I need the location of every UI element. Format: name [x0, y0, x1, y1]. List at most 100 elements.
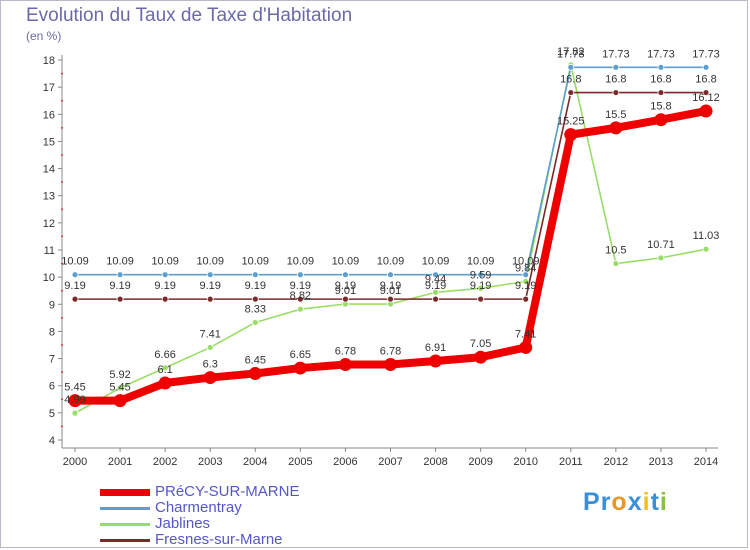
data-label: 6.78 [380, 346, 401, 358]
x-tick-label: 2003 [198, 456, 222, 468]
data-point [612, 63, 620, 71]
data-point [432, 271, 439, 279]
chart-title: Evolution du Taux de Taxe d'Habitation [26, 5, 353, 26]
data-label: 6.3 [203, 359, 218, 371]
data-point [657, 63, 665, 71]
data-label: 10.09 [422, 256, 450, 268]
x-tick-label: 2011 [559, 456, 583, 468]
data-point [609, 121, 623, 135]
data-label: 9.19 [200, 280, 221, 292]
logo-letter: r [600, 488, 612, 516]
data-label: 7.41 [200, 328, 221, 340]
data-point [567, 63, 575, 71]
data-point [342, 295, 349, 303]
x-tick-label: 2001 [108, 456, 132, 468]
y-minor-tick [61, 371, 63, 374]
data-point [387, 295, 394, 303]
data-point [71, 271, 79, 279]
data-point [293, 361, 307, 375]
data-label: 8.82 [290, 290, 311, 302]
legend-item-precy: PRéCY-SUR-MARNE [100, 484, 360, 500]
data-point [564, 128, 578, 142]
y-tick-label: 13 [43, 191, 55, 203]
data-point [251, 319, 259, 326]
data-label: 10.09 [467, 256, 495, 268]
data-label: 17.73 [692, 48, 720, 60]
data-point [702, 89, 710, 96]
data-label: 10.09 [332, 256, 360, 268]
data-point [654, 113, 668, 127]
data-label: 9.19 [245, 280, 266, 292]
data-label: 16.12 [692, 92, 720, 104]
legend-label-precy: PRéCY-SUR-MARNE [155, 483, 300, 500]
y-minor-tick [61, 398, 63, 401]
x-tick-label: 2014 [694, 456, 718, 468]
legend-swatch-jablines [100, 523, 150, 526]
data-label: 10.09 [106, 256, 134, 268]
data-point [657, 89, 665, 96]
data-label: 9.19 [425, 280, 446, 292]
data-point [116, 295, 124, 303]
data-label: 9.44 [425, 273, 446, 285]
data-label: 16.8 [560, 74, 581, 86]
data-label: 7.41 [515, 328, 536, 340]
x-tick-label: 2012 [604, 456, 628, 468]
y-minor-tick [61, 154, 63, 156]
logo-letter: i [642, 488, 651, 516]
data-label: 5.45 [64, 382, 85, 394]
y-tick-label: 9 [49, 299, 55, 311]
data-point [702, 245, 710, 253]
data-point [206, 271, 214, 279]
data-label: 10.09 [242, 256, 270, 268]
data-point [296, 295, 304, 303]
data-label: 17.82 [557, 46, 585, 58]
y-tick-label: 4 [49, 435, 55, 447]
data-label: 10.09 [287, 256, 315, 268]
y-minor-tick [61, 425, 63, 428]
x-tick-label: 2002 [153, 456, 177, 468]
data-point [612, 260, 620, 267]
data-label: 10.5 [605, 245, 626, 257]
data-point [522, 278, 530, 285]
y-tick-label: 10 [43, 272, 55, 284]
data-point [206, 344, 214, 351]
data-point [477, 271, 485, 279]
data-label: 6.78 [335, 346, 356, 358]
data-label: 15.25 [557, 116, 585, 128]
data-label: 7.05 [470, 338, 491, 350]
data-point [71, 409, 79, 417]
data-point [522, 295, 530, 303]
legend-label-jablines: Jablines [155, 515, 211, 532]
x-tick-label: 2009 [468, 456, 492, 468]
data-label: 9.19 [515, 280, 536, 292]
x-tick-label: 2004 [243, 456, 267, 468]
data-point [161, 295, 169, 303]
data-point [522, 271, 530, 279]
y-minor-tick [61, 126, 63, 129]
legend-item-fresnes: Fresnes-sur-Marne [100, 532, 360, 548]
data-label: 15.5 [605, 109, 626, 121]
y-tick-label: 5 [49, 408, 55, 420]
x-tick-label: 2010 [513, 456, 537, 468]
data-label: 9.19 [290, 280, 311, 292]
data-label: 5.92 [109, 369, 130, 381]
data-point [68, 394, 82, 408]
y-tick-label: 7 [49, 354, 55, 366]
y-tick-label: 12 [43, 218, 55, 230]
legend-label-fresnes: Fresnes-sur-Marne [155, 531, 283, 548]
data-point [702, 63, 710, 71]
data-label: 9.19 [109, 280, 130, 292]
data-label: 9.19 [335, 280, 356, 292]
data-label: 9.19 [64, 280, 85, 292]
y-minor-tick [61, 289, 63, 292]
data-point [116, 271, 124, 279]
y-tick-label: 16 [43, 109, 55, 121]
data-point [612, 89, 620, 96]
data-label: 9.01 [380, 285, 401, 297]
y-minor-tick [61, 316, 63, 319]
legend-item-jablines: Jablines [100, 516, 360, 532]
data-label: 10.71 [647, 239, 675, 251]
data-point [519, 340, 533, 354]
chart-subtitle: (en %) [26, 29, 62, 43]
